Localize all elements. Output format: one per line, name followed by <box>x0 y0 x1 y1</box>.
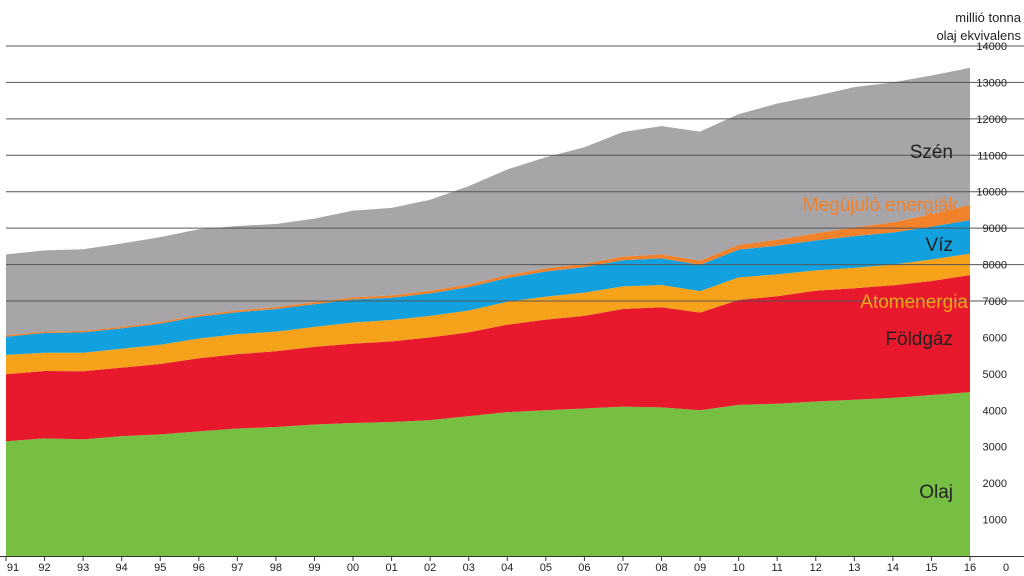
series-label-víz: Víz <box>926 235 953 256</box>
x-axis-labels: 91 92 93 94 95 96 97 98 99 00 01 02 03 04 05 06 07 08 09 10… <box>7 562 976 574</box>
y-tick-label-8000: 8000 <box>983 260 1007 272</box>
y-tick-label-7000: 7000 <box>983 296 1007 308</box>
series-areas <box>6 67 970 556</box>
x-tick-label-15: 15 <box>925 562 937 574</box>
gridlines <box>6 45 1024 302</box>
y-tick-label-3000: 3000 <box>983 442 1007 454</box>
y-tick-label-10000: 10000 <box>976 187 1007 199</box>
x-tick-label-14: 14 <box>887 562 899 574</box>
y-tick-label-2000: 2000 <box>983 478 1007 490</box>
series-label-megújuló-energiák: Megújuló energiák <box>803 195 959 216</box>
series-label-olaj: Olaj <box>919 482 953 503</box>
x-tick-label-93: 93 <box>77 562 89 574</box>
x-axis-ticks <box>5 556 971 561</box>
area-atomenergia <box>6 253 970 375</box>
x-tick-label-07: 07 <box>617 562 629 574</box>
x-tick-label-92: 92 <box>38 562 50 574</box>
x-tick-label-94: 94 <box>116 562 128 574</box>
y-tick-label-0: 0 <box>1003 562 1009 574</box>
series-label-szén: Szén <box>910 142 953 163</box>
series-label-atomenergia: Atomenergia <box>860 292 968 313</box>
area-szén <box>6 67 970 336</box>
x-tick-label-99: 99 <box>308 562 320 574</box>
area-víz <box>6 220 970 355</box>
y-tick-label-13000: 13000 <box>976 77 1007 89</box>
x-tick-label-09: 09 <box>694 562 706 574</box>
y-tick-label-6000: 6000 <box>983 332 1007 344</box>
y-tick-label-14000: 14000 <box>976 41 1007 53</box>
x-tick-label-10: 10 <box>733 562 745 574</box>
y-tick-label-11000: 11000 <box>977 150 1007 162</box>
x-tick-label-13: 13 <box>848 562 860 574</box>
y-unit-label-line-2: olaj ekvivalens <box>936 28 1021 43</box>
x-tick-label-97: 97 <box>231 562 243 574</box>
x-tick-label-95: 95 <box>154 562 166 574</box>
x-tick-label-16: 16 <box>964 562 976 574</box>
x-tick-label-04: 04 <box>501 562 513 574</box>
x-tick-label-03: 03 <box>463 562 475 574</box>
y-tick-label-12000: 12000 <box>976 114 1007 126</box>
x-tick-label-12: 12 <box>810 562 822 574</box>
y-tick-label-1000: 1000 <box>983 515 1007 527</box>
y-unit-label-line-1: millió tonna <box>955 10 1022 25</box>
area-földgáz <box>6 275 970 442</box>
x-tick-label-96: 96 <box>193 562 205 574</box>
y-tick-label-9000: 9000 <box>983 223 1007 235</box>
x-tick-label-91: 91 <box>7 562 19 574</box>
x-tick-label-00: 00 <box>347 562 359 574</box>
x-tick-label-01: 01 <box>385 562 397 574</box>
y-axis-labels: 0 1000 2000 3000 4000 5000 6000 7000 8000 9000 100… <box>976 41 1009 574</box>
series-labels: Olaj Földgáz Atomenergia Víz Megújuló energi… <box>803 142 969 503</box>
series-label-földgáz: Földgáz <box>885 329 953 350</box>
x-tick-label-05: 05 <box>540 562 552 574</box>
y-tick-label-5000: 5000 <box>983 369 1007 381</box>
x-tick-label-08: 08 <box>655 562 667 574</box>
x-tick-label-11: 11 <box>771 562 782 574</box>
x-tick-label-02: 02 <box>424 562 436 574</box>
x-tick-label-06: 06 <box>578 562 590 574</box>
x-tick-label-98: 98 <box>270 562 282 574</box>
area-olaj <box>6 392 970 556</box>
y-tick-label-4000: 4000 <box>983 405 1007 417</box>
